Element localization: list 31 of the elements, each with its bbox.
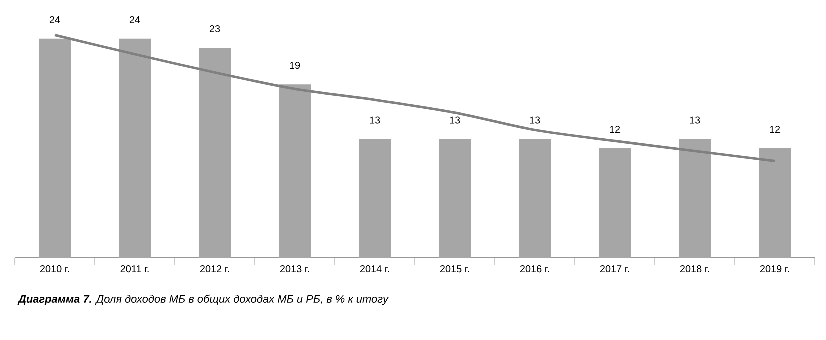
data-label: 12	[770, 126, 780, 133]
x-tick-label: 2013 г.	[280, 266, 310, 273]
bar	[759, 148, 792, 258]
bar	[119, 38, 151, 258]
bar	[599, 148, 632, 258]
data-label: 13	[530, 116, 540, 124]
bar	[679, 139, 712, 258]
data-label: 13	[370, 116, 380, 124]
x-tick-label: 2011 г.	[120, 266, 149, 273]
bar	[519, 139, 552, 258]
bar	[199, 48, 232, 258]
data-label: 24	[50, 16, 60, 24]
data-label: 13	[690, 116, 700, 124]
x-tick-label: 2010 г.	[40, 266, 70, 273]
data-label: 19	[290, 62, 300, 70]
x-tick-label: 2019 г.	[760, 266, 790, 273]
text: Диаграмма 7. Доля доходов МБ в общих доходах МБ и РБ, в % к итогу	[18, 294, 390, 306]
bar	[279, 84, 312, 258]
bar	[359, 139, 392, 258]
data-label: 24	[130, 16, 140, 24]
data-label: 12	[610, 126, 620, 133]
x-tick-label: 2018 г.	[680, 266, 710, 273]
data-label: 23	[210, 25, 220, 33]
x-tick-label: 2016 г.	[520, 266, 550, 273]
x-tick-label: 2014 г.	[360, 266, 390, 273]
x-tick-label: 2015 г.	[440, 266, 470, 273]
bar	[39, 38, 71, 258]
bar	[439, 139, 472, 258]
x-tick-label: 2012 г.	[200, 266, 230, 273]
data-label: 13	[450, 116, 460, 124]
x-tick-label: 2017 г.	[600, 266, 630, 273]
